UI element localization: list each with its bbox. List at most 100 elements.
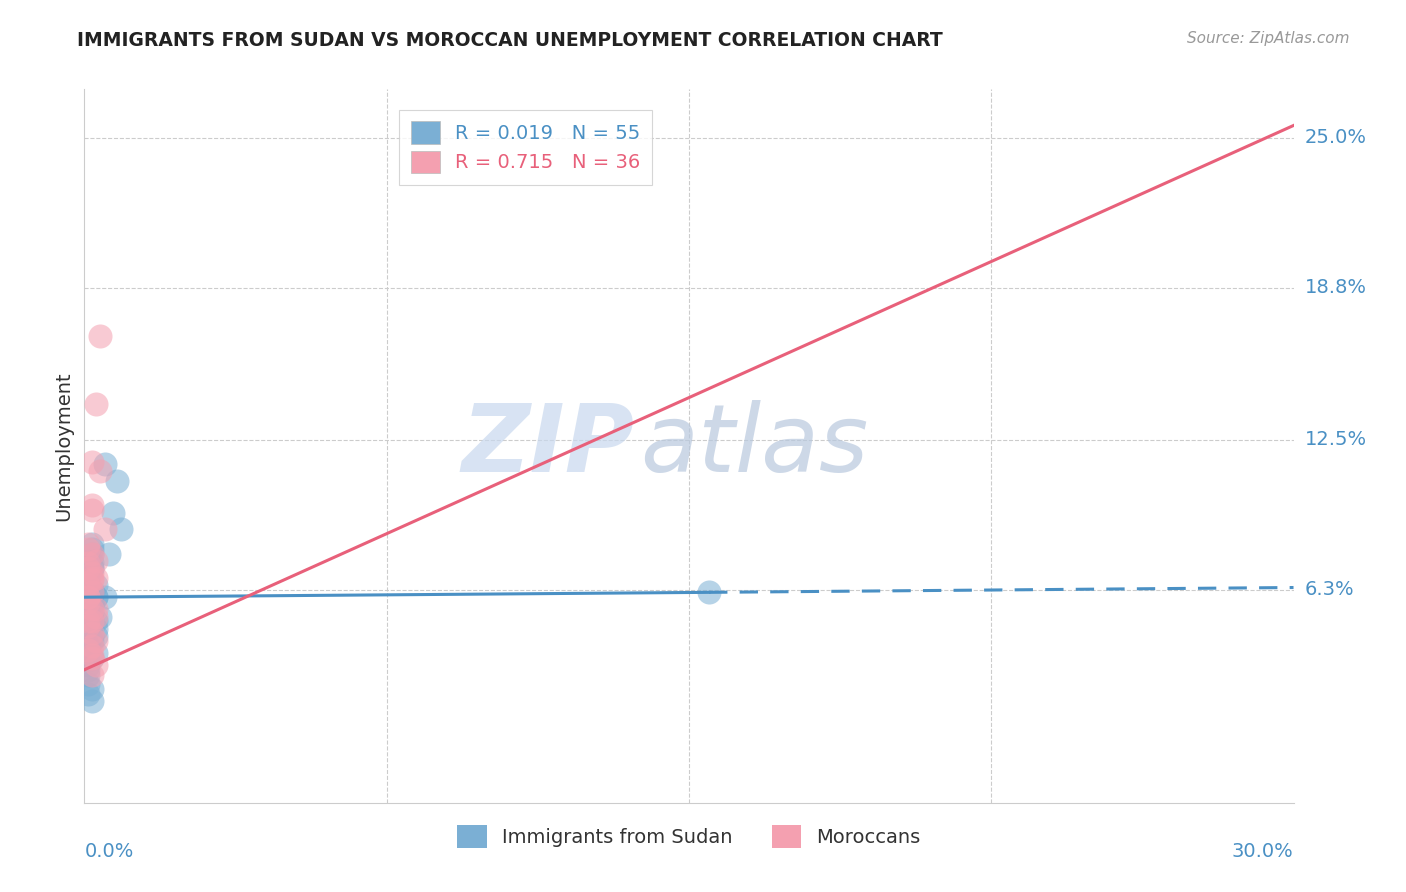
Point — [82, 633, 104, 648]
Point — [82, 605, 104, 619]
Point — [86, 578, 108, 592]
Point — [86, 657, 108, 672]
Point — [82, 537, 104, 551]
Point — [101, 506, 124, 520]
Point — [82, 650, 104, 665]
Point — [77, 554, 100, 568]
Point — [77, 639, 100, 653]
Point — [93, 457, 115, 471]
Point — [77, 639, 100, 653]
Point — [77, 619, 100, 633]
Text: atlas: atlas — [641, 401, 869, 491]
Point — [82, 598, 104, 612]
Point — [82, 648, 104, 663]
Point — [82, 571, 104, 585]
Point — [82, 598, 104, 612]
Point — [77, 595, 100, 609]
Point — [77, 643, 100, 657]
Point — [77, 581, 100, 595]
Point — [77, 615, 100, 629]
Point — [77, 566, 100, 580]
Point — [77, 667, 100, 681]
Point — [82, 498, 104, 512]
Point — [89, 329, 111, 343]
Point — [110, 523, 132, 537]
Point — [93, 590, 115, 604]
Point — [77, 571, 100, 585]
Point — [82, 650, 104, 665]
Point — [82, 667, 104, 681]
Text: IMMIGRANTS FROM SUDAN VS MOROCCAN UNEMPLOYMENT CORRELATION CHART: IMMIGRANTS FROM SUDAN VS MOROCCAN UNEMPL… — [77, 31, 943, 50]
Point — [82, 595, 104, 609]
Point — [86, 590, 108, 604]
Point — [77, 619, 100, 633]
Point — [77, 590, 100, 604]
Text: 30.0%: 30.0% — [1232, 842, 1294, 861]
Point — [77, 663, 100, 677]
Point — [77, 585, 100, 599]
Point — [82, 547, 104, 561]
Point — [86, 602, 108, 616]
Point — [82, 503, 104, 517]
Point — [82, 694, 104, 708]
Point — [77, 615, 100, 629]
Point — [82, 585, 104, 599]
Point — [86, 615, 108, 629]
Point — [86, 629, 108, 643]
Point — [89, 464, 111, 478]
Point — [77, 677, 100, 691]
Text: 6.3%: 6.3% — [1305, 581, 1354, 599]
Y-axis label: Unemployment: Unemployment — [55, 371, 73, 521]
Point — [77, 622, 100, 636]
Point — [82, 566, 104, 580]
Point — [77, 653, 100, 667]
Point — [77, 578, 100, 592]
Point — [82, 574, 104, 588]
Point — [77, 602, 100, 616]
Point — [97, 547, 120, 561]
Point — [77, 537, 100, 551]
Point — [77, 574, 100, 588]
Text: Source: ZipAtlas.com: Source: ZipAtlas.com — [1187, 31, 1350, 46]
Point — [86, 633, 108, 648]
Legend: Immigrants from Sudan, Moroccans: Immigrants from Sudan, Moroccans — [447, 815, 931, 857]
Point — [82, 557, 104, 571]
Point — [82, 561, 104, 575]
Point — [105, 474, 128, 488]
Point — [86, 622, 108, 636]
Point — [89, 609, 111, 624]
Point — [77, 643, 100, 657]
Point — [77, 687, 100, 701]
Point — [697, 585, 720, 599]
Point — [86, 590, 108, 604]
Point — [77, 549, 100, 563]
Point — [82, 582, 104, 597]
Text: 12.5%: 12.5% — [1305, 431, 1367, 450]
Point — [82, 626, 104, 640]
Point — [82, 629, 104, 643]
Text: 18.8%: 18.8% — [1305, 278, 1367, 297]
Text: ZIP: ZIP — [461, 400, 634, 492]
Point — [82, 547, 104, 561]
Text: 0.0%: 0.0% — [84, 842, 134, 861]
Point — [77, 639, 100, 653]
Point — [77, 561, 100, 575]
Point — [82, 541, 104, 556]
Point — [86, 571, 108, 585]
Point — [77, 590, 100, 604]
Point — [77, 657, 100, 672]
Text: 25.0%: 25.0% — [1305, 128, 1367, 147]
Point — [82, 682, 104, 697]
Point — [86, 554, 108, 568]
Point — [82, 615, 104, 629]
Point — [77, 557, 100, 571]
Point — [82, 561, 104, 575]
Point — [86, 609, 108, 624]
Point — [82, 455, 104, 469]
Point — [86, 646, 108, 660]
Point — [77, 541, 100, 556]
Point — [82, 585, 104, 599]
Point — [82, 602, 104, 616]
Point — [93, 523, 115, 537]
Point — [82, 639, 104, 653]
